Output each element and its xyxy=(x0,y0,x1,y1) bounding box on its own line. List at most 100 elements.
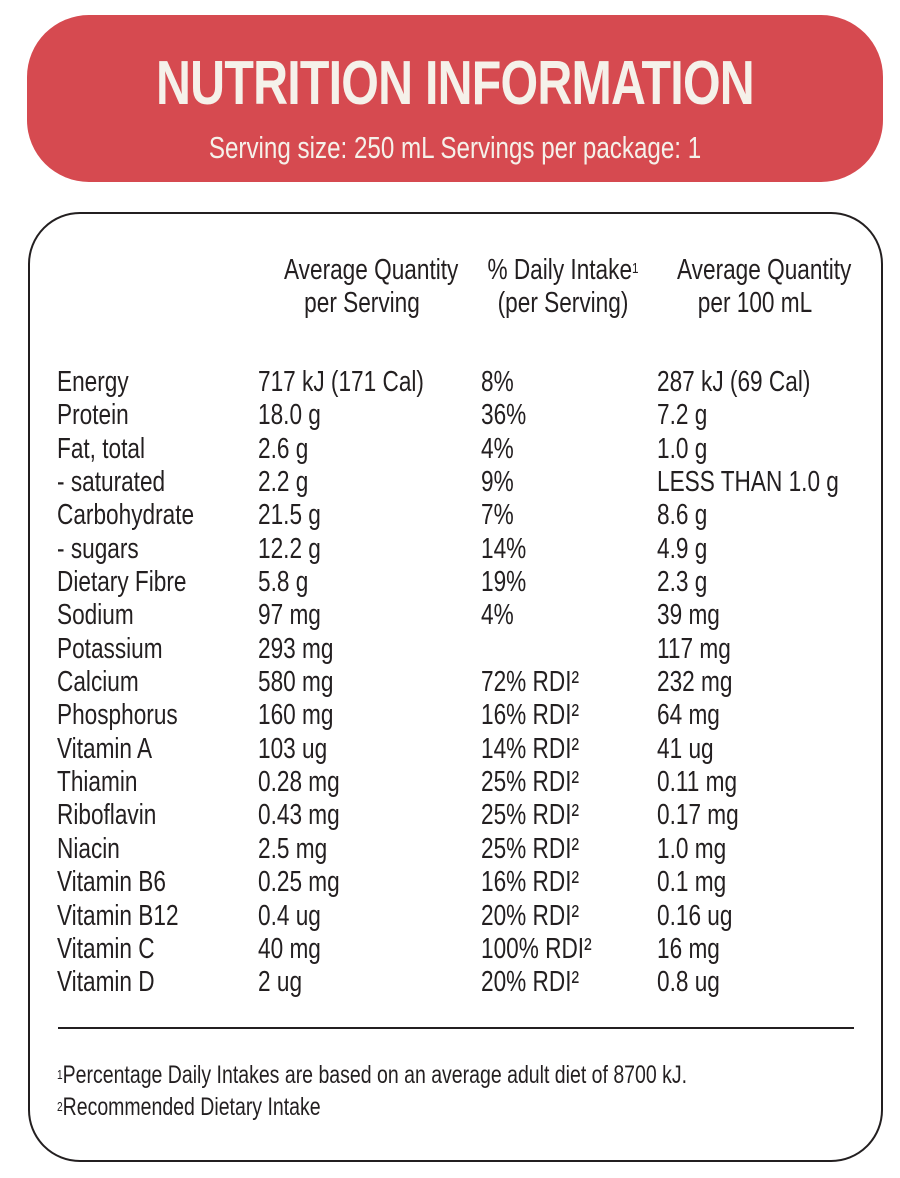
cell-per-100ml: 0.16 ug xyxy=(657,899,733,932)
cell-nutrient: Vitamin B6 xyxy=(57,866,166,899)
cell-daily-intake: 20% RDI² xyxy=(481,966,580,999)
cell-per-serving: 2 ug xyxy=(258,966,303,999)
table-row: Phosphorus 160 mg 16% RDI² 64 mg xyxy=(0,699,900,732)
cell-per-serving: 580 mg xyxy=(258,666,334,699)
table-row: Vitamin B12 0.4 ug 20% RDI² 0.16 ug xyxy=(0,900,900,933)
cell-daily-intake: 36% xyxy=(481,399,527,432)
cell-per-100ml: 0.8 ug xyxy=(657,966,720,999)
cell-daily-intake: 4% xyxy=(481,599,514,632)
cell-per-serving: 103 ug xyxy=(258,732,328,765)
table-row: Dietary Fibre 5.8 g 19% 2.3 g xyxy=(0,566,900,599)
header-banner: NUTRITION INFORMATION Serving size: 250 … xyxy=(27,15,883,182)
cell-nutrient: Vitamin C xyxy=(57,932,155,965)
cell-per-100ml: 4.9 g xyxy=(657,532,708,565)
column-header-per-100ml: Average Quantity per 100 mL xyxy=(677,254,851,320)
cell-per-serving: 0.25 mg xyxy=(258,866,340,899)
cell-nutrient: Thiamin xyxy=(57,766,138,799)
cell-per-100ml: 7.2 g xyxy=(657,399,708,432)
cell-per-100ml: 8.6 g xyxy=(657,499,708,532)
cell-nutrient: Energy xyxy=(57,366,129,398)
table-row: - sugars 12.2 g 14% 4.9 g xyxy=(0,533,900,566)
cell-nutrient: Vitamin A xyxy=(57,732,153,765)
page-title: NUTRITION INFORMATION xyxy=(156,49,755,118)
cell-nutrient: Dietary Fibre xyxy=(57,566,187,599)
footnote-mark: 2 xyxy=(57,1099,63,1114)
cell-per-100ml: 16 mg xyxy=(657,932,720,965)
cell-per-serving: 2.2 g xyxy=(258,466,309,499)
cell-daily-intake: 19% xyxy=(481,566,527,599)
cell-per-serving: 40 mg xyxy=(258,932,321,965)
cell-daily-intake: 72% RDI² xyxy=(481,666,580,699)
cell-per-100ml: 0.11 mg xyxy=(657,766,738,799)
cell-per-100ml: 2.3 g xyxy=(657,566,708,599)
table-row: Carbohydrate 21.5 g 7% 8.6 g xyxy=(0,499,900,532)
cell-per-100ml: 1.0 mg xyxy=(657,832,727,865)
cell-nutrient: Vitamin D xyxy=(57,966,155,999)
cell-nutrient: Sodium xyxy=(57,599,134,632)
table-row: Niacin 2.5 mg 25% RDI² 1.0 mg xyxy=(0,833,900,866)
footnote-mark: 1 xyxy=(632,260,639,277)
cell-daily-intake: 100% RDI² xyxy=(481,932,592,965)
cell-daily-intake: 14% RDI² xyxy=(481,732,580,765)
header-text: % Daily Intake xyxy=(487,254,633,286)
table-row: Vitamin B6 0.25 mg 16% RDI² 0.1 mg xyxy=(0,866,900,899)
cell-daily-intake: 25% RDI² xyxy=(481,799,580,832)
cell-per-serving: 18.0 g xyxy=(258,399,321,432)
cell-daily-intake: 8% xyxy=(481,366,514,398)
cell-per-serving: 0.43 mg xyxy=(258,799,340,832)
cell-daily-intake: 16% RDI² xyxy=(481,699,580,732)
cell-daily-intake: 25% RDI² xyxy=(481,832,580,865)
cell-per-serving: 2.6 g xyxy=(258,432,309,465)
footnote-text: Recommended Dietary Intake xyxy=(62,1093,321,1121)
header-line: (per Serving) xyxy=(497,287,629,319)
cell-per-100ml: 39 mg xyxy=(657,599,720,632)
cell-per-100ml: 0.1 mg xyxy=(657,866,727,899)
table-row: Fat, total 2.6 g 4% 1.0 g xyxy=(0,433,900,466)
column-header-daily-intake: % Daily Intake1 (per Serving) xyxy=(485,254,641,320)
table-row: Vitamin D 2 ug 20% RDI² 0.8 ug xyxy=(0,966,900,999)
cell-per-serving: 21.5 g xyxy=(258,499,321,532)
cell-daily-intake: 9% xyxy=(481,466,514,499)
table-row: Vitamin C 40 mg 100% RDI² 16 mg xyxy=(0,933,900,966)
divider xyxy=(58,1027,854,1029)
nutrition-rows: Energy 717 kJ (171 Cal) 8% 287 kJ (69 Cal) P… xyxy=(0,366,900,1000)
cell-per-100ml: 232 mg xyxy=(657,666,733,699)
cell-per-serving: 2.5 mg xyxy=(258,832,328,865)
cell-nutrient: Potassium xyxy=(57,632,163,665)
table-row: Protein 18.0 g 36% 7.2 g xyxy=(0,399,900,432)
cell-per-100ml: 64 mg xyxy=(657,699,720,732)
cell-nutrient: Niacin xyxy=(57,832,120,865)
cell-daily-intake: 16% RDI² xyxy=(481,866,580,899)
cell-per-serving: 12.2 g xyxy=(258,532,321,565)
cell-nutrient: - saturated xyxy=(57,466,166,499)
cell-daily-intake: 14% xyxy=(481,532,527,565)
cell-per-serving: 293 mg xyxy=(258,632,334,665)
header-line: per 100 mL xyxy=(697,287,813,319)
cell-per-100ml: LESS THAN 1.0 g xyxy=(657,466,839,499)
cell-per-100ml: 0.17 mg xyxy=(657,799,739,832)
cell-daily-intake: 7% xyxy=(481,499,514,532)
header-line: Average Quantity xyxy=(284,254,459,286)
footnote-1: 1Percentage Daily Intakes are based on a… xyxy=(57,1060,687,1090)
cell-per-100ml: 117 mg xyxy=(657,632,731,665)
nutrition-table-panel xyxy=(28,212,883,1162)
cell-nutrient: Calcium xyxy=(57,666,139,699)
cell-daily-intake: 4% xyxy=(481,432,514,465)
cell-per-serving: 717 kJ (171 Cal) xyxy=(258,366,424,398)
serving-info: Serving size: 250 mL Servings per packag… xyxy=(208,130,702,165)
footnote-mark: 1 xyxy=(57,1067,63,1082)
table-row: Thiamin 0.28 mg 25% RDI² 0.11 mg xyxy=(0,766,900,799)
footnote-2: 2Recommended Dietary Intake xyxy=(57,1092,321,1122)
cell-per-serving: 0.28 mg xyxy=(258,766,340,799)
cell-per-100ml: 1.0 g xyxy=(657,432,708,465)
table-row: Calcium 580 mg 72% RDI² 232 mg xyxy=(0,666,900,699)
footnote-text: Percentage Daily Intakes are based on an… xyxy=(62,1061,688,1089)
cell-per-serving: 5.8 g xyxy=(258,566,309,599)
table-row: Riboflavin 0.43 mg 25% RDI² 0.17 mg xyxy=(0,799,900,832)
cell-daily-intake: 20% RDI² xyxy=(481,899,580,932)
cell-per-serving: 0.4 ug xyxy=(258,899,321,932)
cell-nutrient: Protein xyxy=(57,399,129,432)
cell-per-serving: 97 mg xyxy=(258,599,321,632)
cell-nutrient: Fat, total xyxy=(57,432,146,465)
table-row: Vitamin A 103 ug 14% RDI² 41 ug xyxy=(0,733,900,766)
